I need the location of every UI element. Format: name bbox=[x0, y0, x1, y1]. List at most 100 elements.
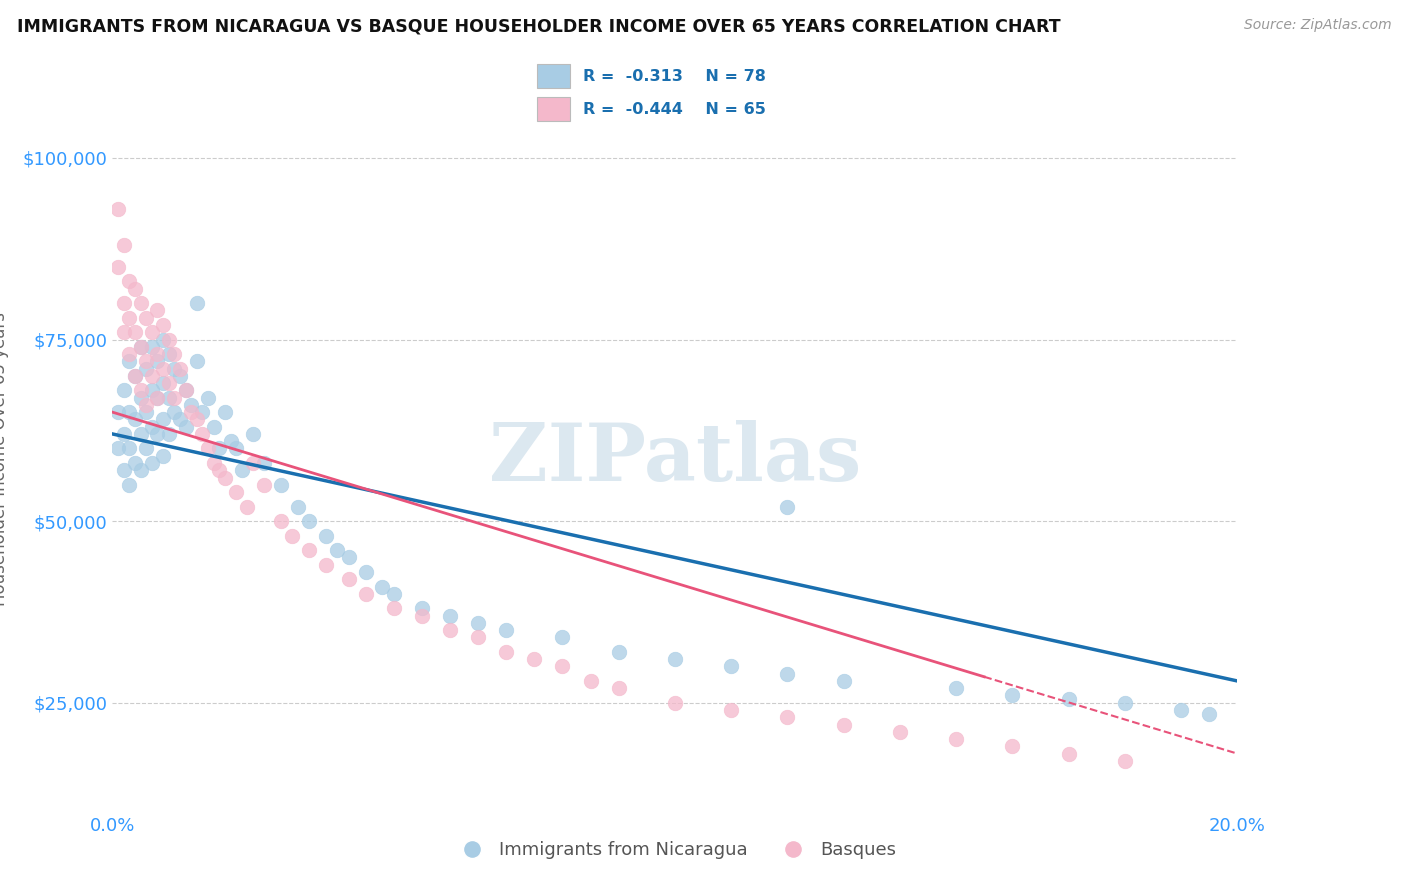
Point bbox=[467, 631, 489, 645]
Point bbox=[107, 202, 129, 216]
Point bbox=[214, 470, 236, 484]
Point bbox=[776, 500, 799, 514]
Point bbox=[135, 405, 157, 419]
Point bbox=[135, 310, 157, 325]
Point bbox=[315, 558, 337, 572]
Point bbox=[124, 412, 146, 426]
Point bbox=[720, 703, 742, 717]
Point bbox=[253, 478, 276, 492]
Point bbox=[152, 333, 174, 347]
Point bbox=[152, 412, 174, 426]
Point bbox=[225, 485, 247, 500]
Point bbox=[354, 587, 377, 601]
Point bbox=[607, 681, 630, 696]
FancyBboxPatch shape bbox=[537, 64, 571, 88]
Point bbox=[1114, 754, 1136, 768]
Text: Source: ZipAtlas.com: Source: ZipAtlas.com bbox=[1244, 18, 1392, 32]
Point bbox=[118, 442, 141, 456]
Point bbox=[186, 296, 208, 310]
Point bbox=[174, 384, 197, 398]
Point bbox=[186, 354, 208, 368]
Point bbox=[495, 645, 517, 659]
Point bbox=[146, 303, 169, 318]
Point bbox=[720, 659, 742, 673]
Point bbox=[242, 456, 264, 470]
Point bbox=[118, 405, 141, 419]
Point bbox=[141, 368, 163, 383]
Point bbox=[169, 368, 191, 383]
Text: IMMIGRANTS FROM NICARAGUA VS BASQUE HOUSEHOLDER INCOME OVER 65 YEARS CORRELATION: IMMIGRANTS FROM NICARAGUA VS BASQUE HOUS… bbox=[17, 18, 1060, 36]
Point bbox=[141, 456, 163, 470]
Point bbox=[129, 340, 152, 354]
Point bbox=[208, 442, 231, 456]
Point bbox=[141, 419, 163, 434]
Text: R =  -0.313    N = 78: R = -0.313 N = 78 bbox=[583, 69, 766, 84]
Point bbox=[197, 442, 219, 456]
Point bbox=[382, 587, 405, 601]
Point bbox=[337, 550, 360, 565]
Point bbox=[157, 347, 180, 361]
Point bbox=[253, 456, 276, 470]
Point bbox=[129, 463, 152, 477]
Point bbox=[382, 601, 405, 615]
Point bbox=[326, 543, 349, 558]
Point bbox=[112, 463, 135, 477]
Point bbox=[152, 449, 174, 463]
Point bbox=[832, 717, 855, 731]
Point bbox=[945, 732, 967, 747]
Point bbox=[180, 405, 202, 419]
Point bbox=[607, 645, 630, 659]
Point bbox=[174, 384, 197, 398]
Point bbox=[146, 354, 169, 368]
Point bbox=[163, 361, 186, 376]
Point bbox=[163, 347, 186, 361]
Point bbox=[889, 724, 911, 739]
Point bbox=[197, 391, 219, 405]
Point bbox=[337, 572, 360, 586]
Point bbox=[1001, 739, 1024, 754]
Point bbox=[107, 260, 129, 274]
Point bbox=[112, 426, 135, 441]
Point bbox=[664, 696, 686, 710]
Point bbox=[298, 543, 321, 558]
Text: R =  -0.444    N = 65: R = -0.444 N = 65 bbox=[583, 102, 766, 117]
Point bbox=[107, 442, 129, 456]
FancyBboxPatch shape bbox=[537, 97, 571, 121]
Point bbox=[411, 608, 433, 623]
Point bbox=[118, 478, 141, 492]
Point bbox=[112, 238, 135, 252]
Point bbox=[214, 405, 236, 419]
Point bbox=[202, 456, 225, 470]
Point bbox=[231, 463, 253, 477]
Point bbox=[1001, 689, 1024, 703]
Point bbox=[270, 478, 292, 492]
Point bbox=[169, 412, 191, 426]
Point bbox=[174, 419, 197, 434]
Point bbox=[141, 384, 163, 398]
Point bbox=[124, 325, 146, 339]
Point bbox=[118, 347, 141, 361]
Point bbox=[467, 615, 489, 630]
Point bbox=[135, 398, 157, 412]
Point bbox=[152, 318, 174, 332]
Point bbox=[180, 398, 202, 412]
Point bbox=[236, 500, 259, 514]
Point bbox=[107, 405, 129, 419]
Point bbox=[157, 426, 180, 441]
Point bbox=[287, 500, 309, 514]
Point bbox=[157, 333, 180, 347]
Point bbox=[1057, 747, 1080, 761]
Point bbox=[832, 673, 855, 688]
Point bbox=[298, 514, 321, 528]
Point bbox=[776, 666, 799, 681]
Point bbox=[146, 347, 169, 361]
Point bbox=[354, 565, 377, 579]
Point bbox=[146, 391, 169, 405]
Point bbox=[118, 354, 141, 368]
Point bbox=[146, 391, 169, 405]
Point bbox=[118, 274, 141, 288]
Point bbox=[664, 652, 686, 666]
Text: ZIPatlas: ZIPatlas bbox=[489, 420, 860, 499]
Point bbox=[191, 426, 214, 441]
Point bbox=[1170, 703, 1192, 717]
